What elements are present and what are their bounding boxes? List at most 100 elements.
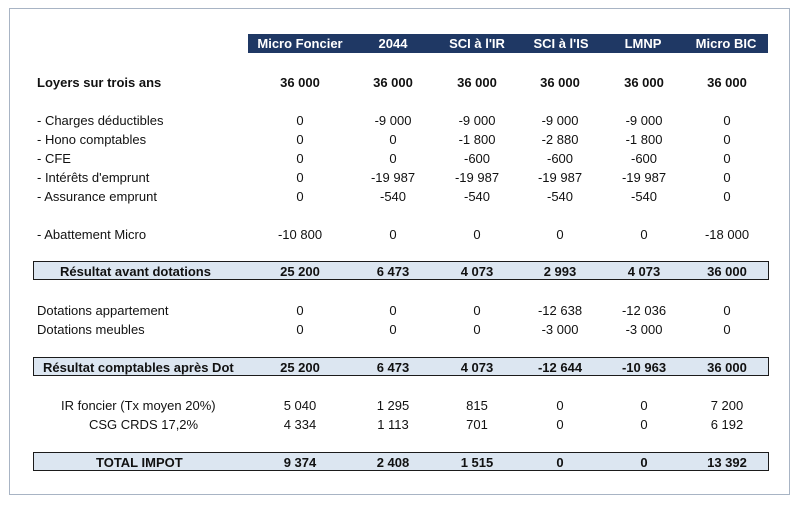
cell-sci-ir: 36 000 [457, 75, 497, 90]
cell-lmnp: 0 [640, 417, 648, 432]
cell-sci-ir: 701 [466, 417, 488, 432]
cell-micro-foncier: 0 [296, 170, 304, 185]
cell-micro-foncier: 9 374 [283, 455, 317, 470]
cell-micro-bic: 36 000 [707, 360, 747, 375]
cell-micro-bic: 0 [723, 113, 731, 128]
cell-micro-foncier: 0 [296, 303, 304, 318]
cell-sci-is: 0 [556, 227, 564, 242]
cell-sci-is: -2 880 [541, 132, 579, 147]
column-header-bar: Micro Foncier 2044 SCI à l'IR SCI à l'IS… [248, 34, 768, 53]
table-row-interets-emprunt: - Intérêts d'emprunt 0 -19 987 -19 987 -… [0, 168, 801, 187]
cell-micro-bic: 6 192 [710, 417, 744, 432]
table-row-hono-comptables: - Hono comptables 0 0 -1 800 -2 880 -1 8… [0, 130, 801, 149]
row-label: - Charges déductibles [37, 113, 164, 128]
cell-sci-ir: -1 800 [458, 132, 496, 147]
cell-2044: 0 [389, 227, 397, 242]
cell-sci-is: -3 000 [541, 322, 579, 337]
cell-2044: 1 295 [376, 398, 410, 413]
cell-sci-ir: 4 073 [460, 360, 494, 375]
cell-lmnp: 0 [640, 455, 648, 470]
cell-2044: 6 473 [376, 360, 410, 375]
column-header-micro-bic: Micro BIC [695, 36, 757, 51]
cell-lmnp: -19 987 [621, 170, 667, 185]
cell-sci-ir: -9 000 [458, 113, 496, 128]
row-label: - CFE [37, 151, 71, 166]
cell-micro-foncier: 36 000 [280, 75, 320, 90]
cell-lmnp: 36 000 [624, 75, 664, 90]
cell-2044: 0 [389, 303, 397, 318]
cell-lmnp: -540 [630, 189, 658, 204]
cell-micro-foncier: 25 200 [280, 360, 320, 375]
row-label: TOTAL IMPOT [96, 455, 183, 470]
cell-micro-foncier: -10 800 [277, 227, 323, 242]
table-row-csg-crds: CSG CRDS 17,2% 4 334 1 113 701 0 0 6 192 [0, 415, 801, 434]
cell-sci-ir: 1 515 [460, 455, 494, 470]
cell-sci-ir: 815 [466, 398, 488, 413]
cell-2044: 1 113 [377, 417, 409, 432]
cell-sci-is: 0 [556, 455, 564, 470]
cell-2044: -9 000 [374, 113, 412, 128]
cell-2044: -19 987 [370, 170, 416, 185]
summary-box-resultat-avant [33, 261, 769, 280]
cell-lmnp: -9 000 [625, 113, 663, 128]
cell-2044: 0 [389, 132, 397, 147]
table-frame [9, 8, 790, 495]
cell-micro-bic: 36 000 [707, 264, 747, 279]
cell-2044: 0 [389, 322, 397, 337]
cell-micro-bic: 0 [723, 303, 731, 318]
cell-micro-bic: 13 392 [707, 455, 747, 470]
cell-2044: 36 000 [373, 75, 413, 90]
cell-lmnp: 4 073 [627, 264, 661, 279]
cell-sci-ir: 0 [473, 322, 481, 337]
cell-micro-foncier: 0 [296, 132, 304, 147]
cell-sci-ir: 0 [473, 303, 481, 318]
cell-sci-ir: 4 073 [460, 264, 494, 279]
cell-micro-bic: 7 200 [710, 398, 744, 413]
column-header-lmnp: LMNP [624, 36, 662, 51]
cell-sci-is: -12 638 [537, 303, 583, 318]
cell-sci-is: 36 000 [540, 75, 580, 90]
cell-sci-is: -19 987 [537, 170, 583, 185]
table-row-loyers: Loyers sur trois ans 36 000 36 000 36 00… [0, 73, 801, 92]
summary-box-total [33, 452, 769, 471]
cell-micro-bic: -18 000 [704, 227, 750, 242]
table-row-abattement-micro: - Abattement Micro -10 800 0 0 0 0 -18 0… [0, 225, 801, 244]
table-row-ir-foncier: IR foncier (Tx moyen 20%) 5 040 1 295 81… [0, 396, 801, 415]
cell-micro-bic: 36 000 [707, 75, 747, 90]
cell-sci-is: 0 [556, 417, 564, 432]
row-label: - Abattement Micro [37, 227, 147, 242]
cell-lmnp: -1 800 [625, 132, 663, 147]
table-row-resultat-avant-dotations: Résultat avant dotations 25 200 6 473 4 … [0, 262, 801, 281]
cell-micro-foncier: 0 [296, 189, 304, 204]
cell-micro-bic: 0 [723, 322, 731, 337]
cell-lmnp: -600 [630, 151, 658, 166]
cell-lmnp: -12 036 [621, 303, 667, 318]
column-header-sci-is: SCI à l'IS [533, 36, 589, 51]
cell-2044: 0 [389, 151, 397, 166]
row-label: CSG CRDS 17,2% [89, 417, 199, 432]
table-row-dotations-meubles: Dotations meubles 0 0 0 -3 000 -3 000 0 [0, 320, 801, 339]
row-label: IR foncier (Tx moyen 20%) [61, 398, 216, 413]
cell-sci-is: -540 [546, 189, 574, 204]
table-row-assurance-emprunt: - Assurance emprunt 0 -540 -540 -540 -54… [0, 187, 801, 206]
cell-2044: 6 473 [376, 264, 410, 279]
row-label: Dotations appartement [37, 303, 169, 318]
cell-sci-is: -9 000 [541, 113, 579, 128]
column-header-2044: 2044 [378, 36, 408, 51]
table-row-cfe: - CFE 0 0 -600 -600 -600 0 [0, 149, 801, 168]
cell-lmnp: -3 000 [625, 322, 663, 337]
table-row-resultat-apres-dot: Résultat comptables après Dot 25 200 6 4… [0, 358, 801, 377]
cell-micro-foncier: 0 [296, 113, 304, 128]
summary-box-resultat-apres [33, 357, 769, 376]
row-label: - Hono comptables [37, 132, 147, 147]
cell-micro-bic: 0 [723, 189, 731, 204]
row-label: Résultat avant dotations [60, 264, 211, 279]
cell-sci-is: 0 [556, 398, 564, 413]
cell-sci-ir: -600 [463, 151, 491, 166]
cell-micro-foncier: 4 334 [283, 417, 317, 432]
cell-sci-is: -12 644 [537, 360, 583, 375]
cell-2044: 2 408 [376, 455, 410, 470]
row-label: Dotations meubles [37, 322, 145, 337]
column-header-sci-ir: SCI à l'IR [449, 36, 505, 51]
column-header-micro-foncier: Micro Foncier [257, 36, 343, 51]
